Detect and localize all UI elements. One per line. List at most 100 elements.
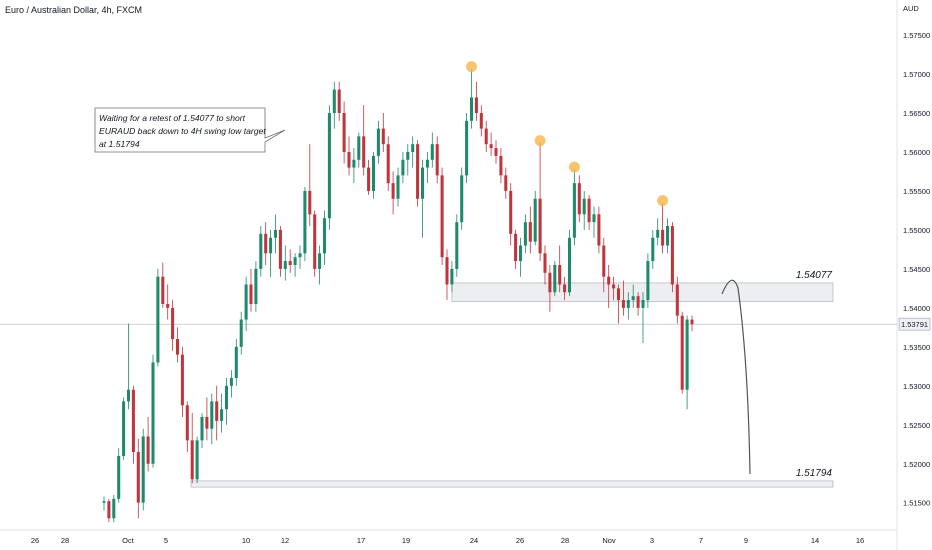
candle-body <box>514 233 518 262</box>
candle-body <box>445 257 449 285</box>
candle-body <box>494 148 498 156</box>
candle-body <box>322 218 327 254</box>
time-tick-label: 16 <box>856 536 864 545</box>
candle-body <box>636 296 640 308</box>
candle-body <box>401 159 405 176</box>
candle-body <box>327 113 331 219</box>
candle-body <box>391 183 395 199</box>
candle-body <box>680 315 684 390</box>
last-price-text: 1.53791 <box>901 320 928 329</box>
candle-body <box>210 401 214 429</box>
candle-body <box>342 113 346 152</box>
candle-body <box>195 440 199 480</box>
candle-body <box>396 175 400 199</box>
candle-body <box>563 284 567 293</box>
candle-body <box>131 389 135 453</box>
candle-body <box>224 385 229 410</box>
candle-body <box>102 501 106 503</box>
candle-body <box>435 144 439 176</box>
candle-body <box>455 222 459 269</box>
candle-body <box>626 300 630 308</box>
candle-body <box>543 253 547 273</box>
time-tick-label: 12 <box>281 536 289 545</box>
time-tick-label: 24 <box>470 536 478 545</box>
time-tick-label: 14 <box>811 536 819 545</box>
price-tick-label: 1.57000 <box>903 70 930 79</box>
time-tick-label: Oct <box>122 536 135 545</box>
time-tick-label: 17 <box>357 536 365 545</box>
time-axis[interactable]: 26 28 Oct 5 10 12 17 19 24 26 28 Nov 3 7 9 14 16 <box>31 536 864 545</box>
price-tick-label: 1.55000 <box>903 226 930 235</box>
swing-high-dot <box>466 61 477 73</box>
candle-body <box>592 214 596 223</box>
candle-body <box>523 222 527 246</box>
candle-body <box>362 136 366 168</box>
price-tick-label: 1.56500 <box>903 109 930 118</box>
candle-body <box>234 346 238 379</box>
candle-body <box>205 416 209 429</box>
candle-body <box>587 198 591 223</box>
time-tick-label: 26 <box>31 536 39 545</box>
candle-body <box>558 265 562 285</box>
candle-body <box>112 498 116 519</box>
candle-body <box>318 253 322 269</box>
candle-body <box>425 159 429 168</box>
candle-body <box>469 97 474 121</box>
candle-body <box>548 272 552 293</box>
candle-body <box>509 190 513 234</box>
price-tick-label: 1.51500 <box>903 499 930 508</box>
price-tick-label: 1.55500 <box>903 187 930 196</box>
candle-body <box>293 257 297 265</box>
price-axis[interactable]: 1.57500 1.57000 1.56500 1.56000 1.55500 1.550… <box>903 31 930 508</box>
price-tick-label: 1.54000 <box>903 304 930 313</box>
candle-body <box>357 136 361 160</box>
candle-body <box>371 155 376 191</box>
swing-high-dot <box>534 135 546 147</box>
candle-body <box>200 416 204 441</box>
candle-body <box>190 440 194 480</box>
candle-body <box>313 214 317 269</box>
candle-body <box>474 97 478 114</box>
candle-body <box>117 455 121 499</box>
last-price-badge <box>898 317 931 331</box>
candle-body <box>107 501 111 519</box>
candle-body <box>499 155 503 176</box>
candle-body <box>308 190 312 215</box>
time-tick-label: 9 <box>744 536 748 545</box>
time-tick-label: 26 <box>516 536 524 545</box>
candle-body <box>166 303 170 308</box>
candle-body <box>597 214 601 246</box>
candle-body <box>607 276 611 285</box>
swing-high-markers <box>466 61 669 207</box>
candle-body <box>612 284 616 289</box>
note-line-1: Waiting for a retest of 1.54077 to short <box>99 113 246 123</box>
time-tick-label: 5 <box>164 536 168 545</box>
currency-label: AUD <box>903 4 919 13</box>
time-tick-label: 28 <box>561 536 569 545</box>
resistance-level-label: 1.54077 <box>796 270 833 281</box>
candle-body <box>489 144 493 149</box>
candle-body <box>239 319 243 347</box>
resistance-zone[interactable] <box>451 282 834 303</box>
target-zone[interactable] <box>190 480 834 488</box>
time-tick-label: Nov <box>602 536 616 545</box>
candle-body <box>376 128 380 156</box>
candle-body <box>504 175 508 191</box>
candle-body <box>518 245 523 262</box>
candle-body <box>479 113 483 129</box>
time-tick-label: 28 <box>61 536 69 545</box>
candle-body <box>656 229 660 238</box>
note-line-2: EURAUD back down to 4H swing low target <box>99 126 266 136</box>
candle-body <box>161 276 165 304</box>
note-callout[interactable] <box>94 107 286 153</box>
time-tick-label: 7 <box>699 536 703 545</box>
candle-body <box>651 237 655 262</box>
projection-arrow <box>721 279 751 475</box>
candle-body <box>670 226 674 285</box>
candle-body <box>450 268 454 285</box>
candle-body <box>411 144 415 152</box>
candle-body <box>381 128 385 145</box>
price-tick-label: 1.52500 <box>903 421 930 430</box>
